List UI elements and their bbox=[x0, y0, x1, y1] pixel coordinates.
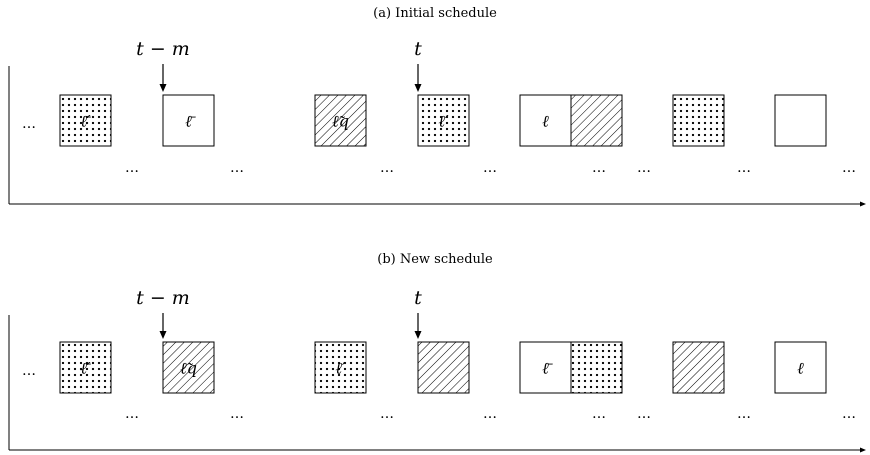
block-label: ℓ̄′ bbox=[80, 112, 91, 131]
schedule-block: ℓ̄ bbox=[519, 341, 572, 394]
block-label: ℓ̄ bbox=[185, 112, 196, 131]
time-marker: t bbox=[414, 287, 422, 339]
x-axis-arrowhead bbox=[860, 447, 866, 453]
time-marker-label: t bbox=[414, 38, 422, 60]
schedule-block: ℓ̃q bbox=[162, 341, 215, 394]
ellipsis-lower: … bbox=[125, 406, 141, 422]
ellipsis-lower: … bbox=[592, 160, 608, 176]
time-marker-arrowhead bbox=[414, 331, 422, 339]
schedule-block: ℓ̃q bbox=[314, 94, 367, 147]
block-label: ℓ′ bbox=[335, 359, 346, 378]
block-rect-hatch bbox=[162, 341, 215, 394]
schedule-block bbox=[417, 341, 470, 394]
time-marker-label: t bbox=[414, 287, 422, 309]
panel-caption: (a) Initial schedule bbox=[373, 6, 497, 21]
time-marker: t − m bbox=[136, 38, 190, 92]
schedule-block: ℓ bbox=[774, 341, 827, 394]
time-marker: t − m bbox=[136, 287, 190, 339]
block-rect-dots bbox=[570, 341, 623, 394]
panel-initial: (a) Initial schedule … … … … … … … … … ℓ̄′ ℓ̄ ℓ̃q ℓ′… bbox=[8, 6, 866, 207]
time-marker-label: t − m bbox=[136, 287, 190, 309]
time-marker-arrowhead bbox=[414, 84, 422, 92]
schedule-block: ℓ̄′ bbox=[59, 94, 112, 147]
time-marker-arrowhead bbox=[159, 84, 167, 92]
block-rect-none bbox=[162, 94, 215, 147]
block-rect-hatch bbox=[314, 94, 367, 147]
block-rect-hatch bbox=[672, 341, 725, 394]
block-rect-none bbox=[774, 94, 827, 147]
block-rect-dots bbox=[672, 94, 725, 147]
schedule-block bbox=[672, 341, 725, 394]
block-rect-dots bbox=[314, 341, 367, 394]
block-label: ℓ bbox=[797, 359, 804, 378]
ellipsis-lower: … bbox=[230, 406, 246, 422]
block-rect-hatch bbox=[417, 341, 470, 394]
block-rect-none bbox=[774, 341, 827, 394]
schedule-block bbox=[774, 94, 827, 147]
block-label: ℓ̃q bbox=[180, 359, 197, 378]
block-label: ℓ̄′ bbox=[80, 359, 91, 378]
x-axis-arrowhead bbox=[860, 201, 866, 207]
schedule-block bbox=[672, 94, 725, 147]
ellipsis-lower: … bbox=[380, 160, 396, 176]
panel-caption: (b) New schedule bbox=[377, 252, 493, 267]
schedule-block: ℓ̄′ bbox=[59, 341, 112, 394]
ellipsis-left: … bbox=[22, 363, 38, 379]
ellipsis-lower: … bbox=[842, 406, 858, 422]
schedule-block: ℓ̄ bbox=[162, 94, 215, 147]
block-label: ℓ′ bbox=[438, 112, 449, 131]
ellipsis-left: … bbox=[22, 116, 38, 132]
ellipsis-lower: … bbox=[483, 160, 499, 176]
schedule-block: ℓ′ bbox=[314, 341, 367, 394]
ellipsis-lower: … bbox=[125, 160, 141, 176]
time-marker-arrowhead bbox=[159, 331, 167, 339]
ellipsis-lower: … bbox=[592, 406, 608, 422]
block-rect-hatch bbox=[570, 94, 623, 147]
ellipsis-lower: … bbox=[737, 406, 753, 422]
block-rect-dots bbox=[59, 94, 112, 147]
schedule-block bbox=[570, 341, 623, 394]
ellipsis-lower: … bbox=[737, 160, 753, 176]
ellipsis-lower: … bbox=[483, 406, 499, 422]
time-marker-label: t − m bbox=[136, 38, 190, 60]
block-rect-none bbox=[519, 341, 572, 394]
ellipsis-lower: … bbox=[230, 160, 246, 176]
block-label: ℓ̃q bbox=[332, 112, 349, 131]
schedule-block: ℓ bbox=[519, 94, 572, 147]
ellipsis-lower: … bbox=[637, 406, 653, 422]
ellipsis-lower: … bbox=[842, 160, 858, 176]
block-rect-dots bbox=[59, 341, 112, 394]
ellipsis-lower: … bbox=[380, 406, 396, 422]
block-rect-dots bbox=[417, 94, 470, 147]
block-label: ℓ̄ bbox=[542, 359, 553, 378]
schedule-block: ℓ′ bbox=[417, 94, 470, 147]
schedule-block bbox=[570, 94, 623, 147]
time-marker: t bbox=[414, 38, 422, 92]
block-label: ℓ bbox=[542, 112, 549, 131]
ellipsis-lower: … bbox=[637, 160, 653, 176]
panel-new: (b) New schedule … … … … … … … … … ℓ̄′ ℓ̃q ℓ′ ℓ̄ ℓ t −… bbox=[8, 252, 866, 453]
